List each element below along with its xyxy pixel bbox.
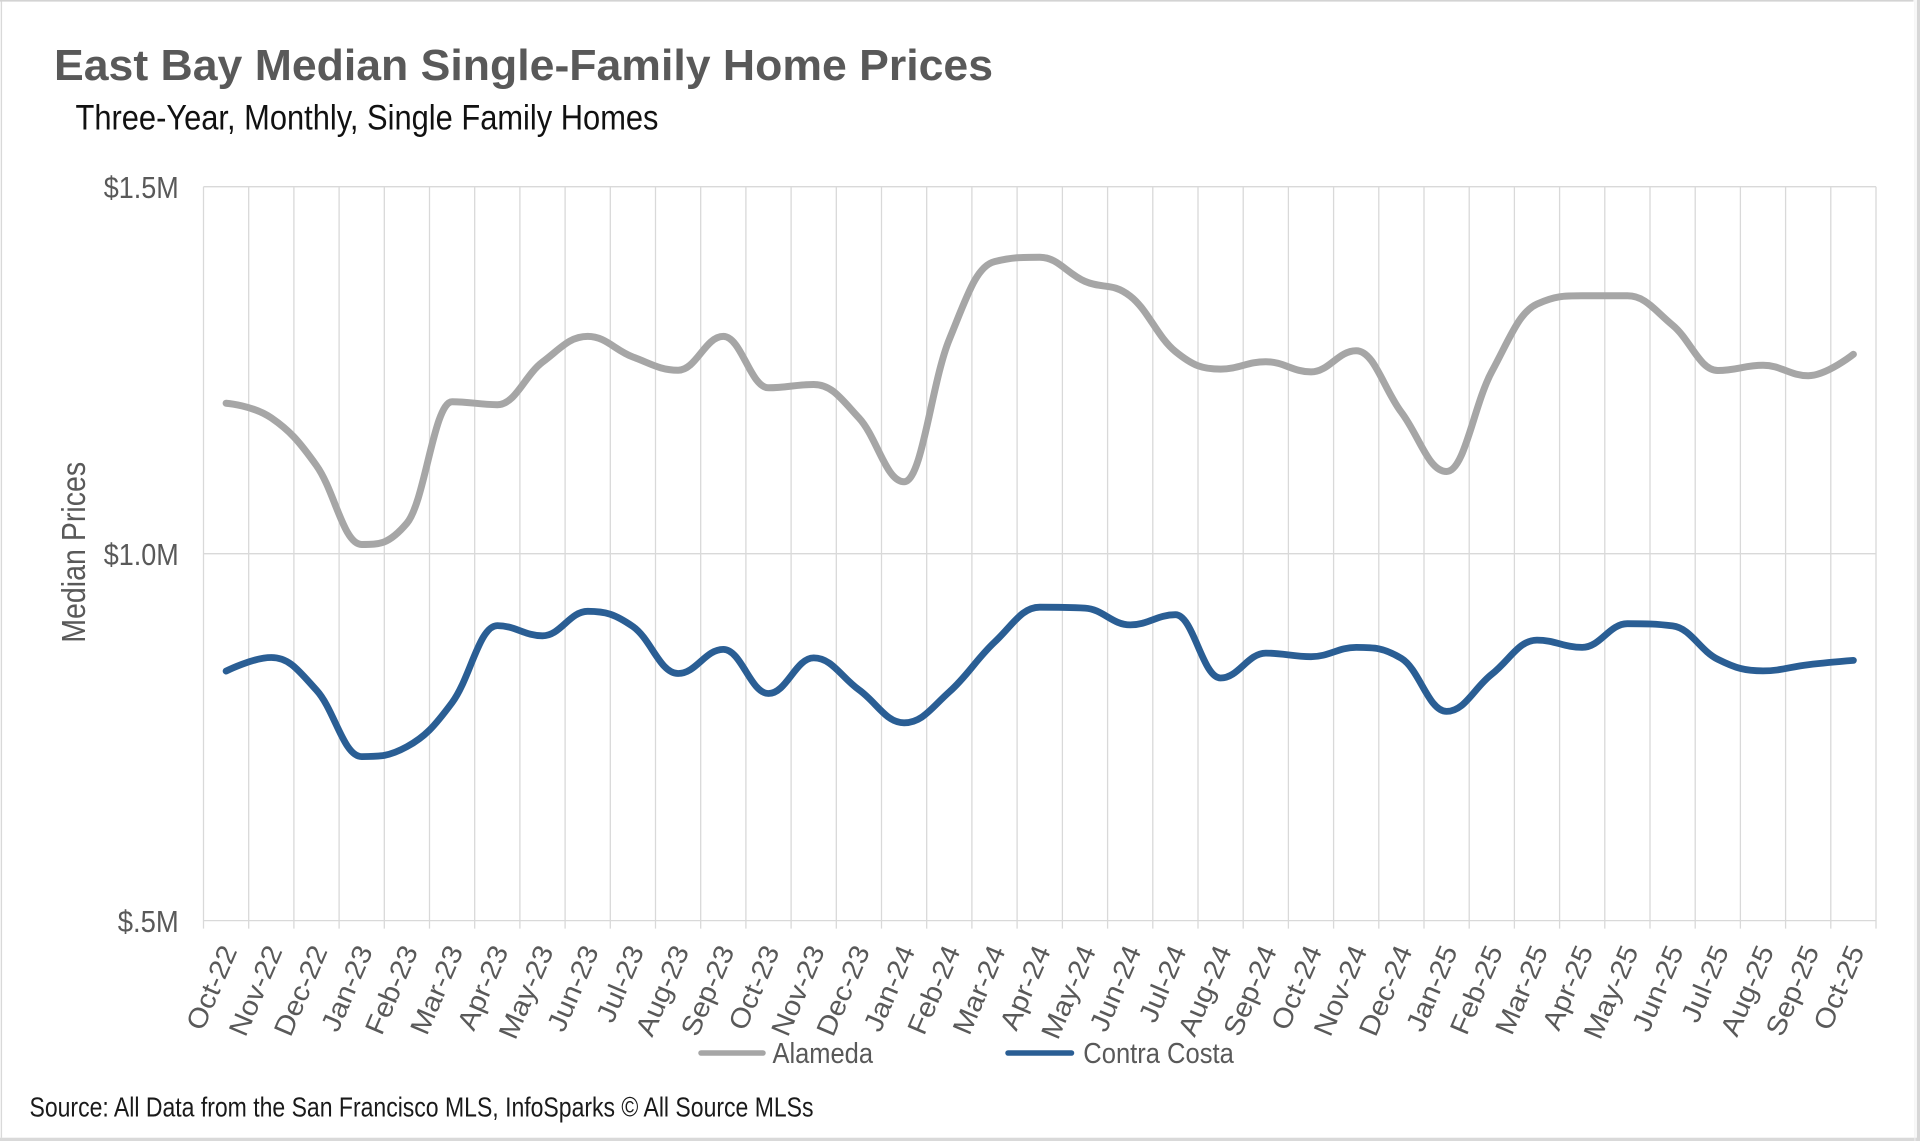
svg-text:Median Prices: Median Prices	[55, 462, 92, 643]
svg-text:$.5M: $.5M	[118, 904, 179, 939]
svg-text:Source: All Data from the San: Source: All Data from the San Francisco …	[30, 1092, 814, 1123]
svg-text:Contra Costa: Contra Costa	[1083, 1038, 1234, 1070]
svg-text:$1.0M: $1.0M	[104, 537, 179, 572]
svg-text:$1.5M: $1.5M	[104, 170, 179, 205]
svg-text:Three-Year, Monthly, Single Fa: Three-Year, Monthly, Single Family Homes	[76, 99, 659, 138]
svg-text:Alameda: Alameda	[773, 1038, 874, 1070]
svg-text:East Bay Median Single-Family: East Bay Median Single-Family Home Price…	[54, 41, 993, 90]
